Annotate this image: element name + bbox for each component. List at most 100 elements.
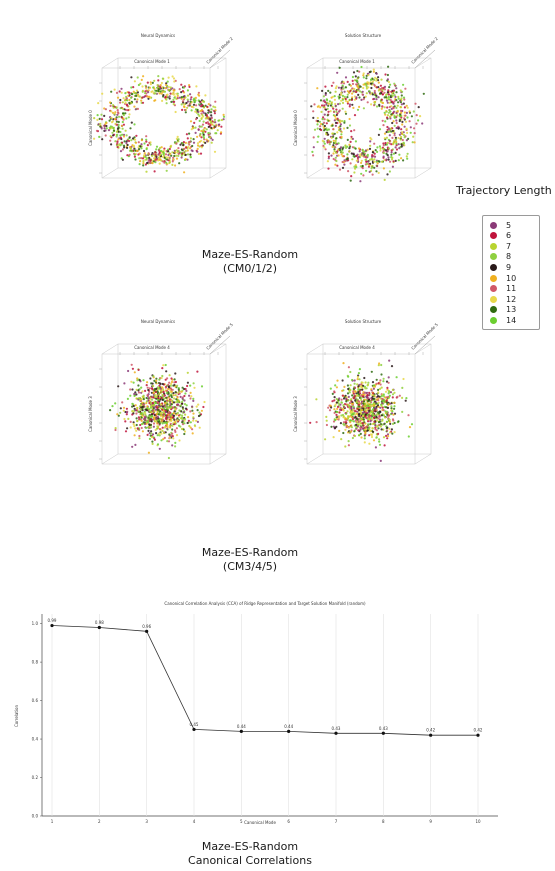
scatter-point (377, 427, 380, 430)
scatter-point (356, 410, 359, 413)
scatter-point (390, 107, 393, 110)
scatter-point (134, 443, 137, 446)
legend-label: 5 (506, 220, 512, 230)
scatter-point (334, 151, 338, 154)
scatter-point (353, 129, 356, 132)
scatter-point (391, 388, 394, 391)
scatter-point (343, 385, 346, 388)
scatter-point (366, 154, 369, 157)
scatter-point (351, 146, 354, 149)
scatter-point (368, 434, 371, 437)
scatter-point (351, 103, 354, 106)
scatter-point (355, 426, 358, 429)
scatter-point (167, 399, 170, 402)
scatter-point (348, 405, 351, 408)
scatter-point (363, 385, 366, 388)
scatter-point (395, 142, 398, 145)
scatter-point (334, 141, 337, 144)
scatter-point (149, 377, 152, 380)
scatter-point (393, 82, 396, 85)
scatter-point (186, 137, 189, 140)
scatter-point (121, 120, 124, 124)
y-tick-label: 0.8 (32, 660, 39, 665)
scatter-point (359, 180, 362, 183)
scatter-point (340, 401, 343, 404)
scatter-point (384, 120, 387, 123)
scatter-point (350, 402, 353, 405)
scatter-point (339, 123, 342, 126)
scatter-point (155, 89, 158, 92)
scatter-point (140, 422, 144, 426)
scatter-point (342, 397, 346, 400)
scatter-point (182, 86, 185, 89)
scatter-point (382, 428, 385, 431)
scatter-point (379, 383, 382, 386)
scatter-point (214, 106, 217, 109)
scatter-point (217, 123, 220, 126)
scatter-point (166, 440, 169, 443)
scatter-point (360, 402, 363, 405)
scatter-point (353, 382, 356, 385)
scatter-point (403, 136, 406, 139)
scatter-point (340, 133, 343, 136)
scatter-point (348, 150, 351, 153)
scatter-point (370, 404, 373, 407)
scatter-point (365, 409, 368, 413)
scatter-point (112, 106, 115, 109)
scatter-point (157, 425, 160, 428)
scatter-point (346, 96, 349, 99)
scatter-point (151, 401, 154, 404)
scatter-point (189, 421, 192, 424)
scatter-point (335, 401, 338, 404)
scatter-point (348, 124, 352, 127)
scatter-point (376, 162, 379, 165)
scatter-point (363, 405, 366, 408)
scatter-point (180, 410, 183, 413)
scatter-point (122, 144, 126, 147)
scatter-point (386, 125, 389, 129)
legend-label: 11 (506, 284, 517, 294)
scatter-point (334, 102, 337, 106)
scatter-point (383, 137, 386, 140)
scatter-point (152, 391, 155, 394)
scatter-point (167, 420, 170, 423)
cca-line-chart: Canonical Correlation Analysis (CCA) of … (14, 601, 498, 825)
scatter-point (399, 113, 402, 116)
scatter-point (392, 120, 395, 123)
scatter-point (351, 158, 354, 161)
scatter-point (110, 110, 113, 113)
scatter-point (130, 139, 133, 142)
scatter-point (149, 141, 152, 144)
scatter-point (339, 125, 342, 128)
scatter-point (360, 385, 363, 388)
scatter-point (161, 398, 164, 401)
scatter-point (349, 145, 352, 148)
scatter-point (361, 93, 364, 96)
scatter-point (134, 404, 137, 407)
scatter-point (349, 89, 352, 93)
scatter-point (148, 156, 151, 160)
caption-correlations: Maze-ES-Random Canonical Correlations (160, 840, 340, 868)
scatter-point (189, 153, 192, 156)
scatter-point (357, 391, 360, 394)
scatter-point (393, 114, 396, 117)
scatter-point (368, 91, 371, 94)
chart-title: Canonical Correlation Analysis (CCA) of … (164, 601, 366, 606)
scatter-point (373, 91, 376, 94)
scatter-point (174, 380, 177, 384)
scatter-point (150, 436, 154, 439)
scatter-point (334, 124, 337, 127)
scatter-point (397, 136, 400, 140)
scatter-point (386, 91, 389, 94)
legend-label: 6 (506, 231, 512, 241)
data-point (97, 625, 101, 630)
scatter-point (338, 121, 342, 124)
scatter-point (156, 84, 159, 87)
scatter-point (151, 433, 155, 436)
scatter-point (130, 93, 134, 96)
scatter-point (184, 392, 187, 395)
scatter-point (138, 157, 141, 160)
scatter-point (155, 406, 159, 409)
scatter-point (163, 147, 166, 150)
scatter-point (178, 162, 181, 165)
